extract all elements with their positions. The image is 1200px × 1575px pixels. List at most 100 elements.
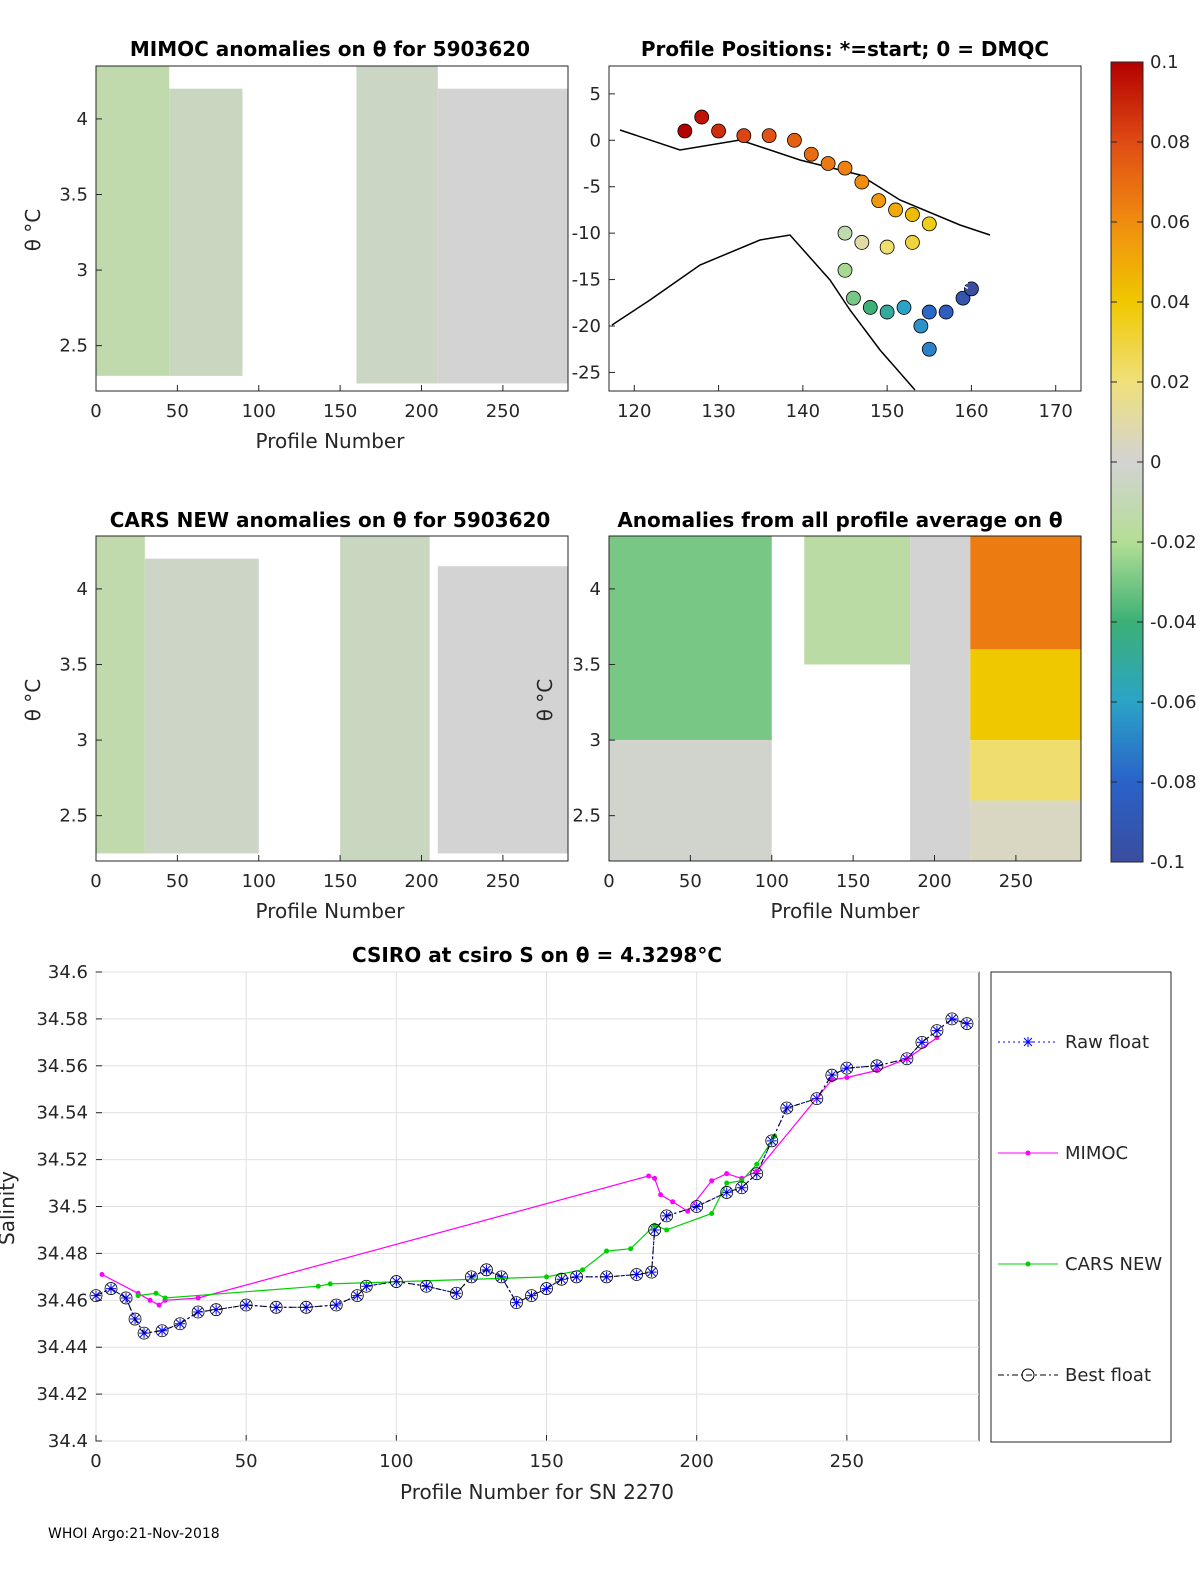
y-tick-label: 3.5 [59, 184, 88, 205]
salinity-plot: 0 50 100 150 200 250 34.4 34.42 34.44 34.46 34.48 3… [36, 962, 980, 1472]
track-point [871, 193, 887, 209]
mimoc-ylabel: θ °C [21, 209, 45, 252]
axes-frame [95, 535, 569, 862]
mimoc-xlabel: Profile Number [256, 429, 406, 453]
y-tick-label: 3 [77, 260, 88, 281]
cars-title: CARS NEW anomalies on θ for 5903620 [110, 508, 551, 532]
x-tick-label: 50 [235, 1451, 258, 1472]
series-marker [315, 1283, 321, 1289]
track-point [846, 290, 861, 306]
heatmap-cell [970, 649, 1081, 741]
best-float-marker [645, 1265, 659, 1279]
heatmap-cell [437, 88, 568, 384]
best-float-marker [540, 1282, 553, 1295]
series-marker [754, 1161, 760, 1167]
raw-float-marker [451, 1288, 462, 1299]
y-tick-label: 2.5 [572, 806, 601, 827]
track-point [837, 225, 853, 241]
y-tick-label: 3.5 [59, 654, 88, 675]
legend-marker [1025, 1261, 1031, 1267]
y-tick-label: 4 [77, 579, 88, 600]
allavg-xlabel: Profile Number [771, 899, 921, 923]
salinity-title: CSIRO at csiro S on θ = 4.3298°C [352, 943, 722, 967]
series-marker [739, 1178, 745, 1184]
best-float-marker [840, 1061, 854, 1075]
panel-allavg: Anomalies from all profile average on θ … [533, 508, 1082, 923]
track-point [905, 207, 920, 222]
panel-mimoc: MIMOC anomalies on θ for 5903620 0 50 100 1… [21, 37, 569, 453]
best-float-marker [750, 1167, 764, 1181]
track-point [921, 341, 937, 357]
x-tick-label: 200 [680, 1451, 714, 1472]
best-float-marker [690, 1200, 704, 1213]
x-tick-label: 250 [830, 1451, 864, 1472]
allavg-ylabel: θ °C [533, 679, 557, 722]
track-point [888, 202, 903, 218]
track-point [761, 128, 777, 144]
best-float-marker [525, 1289, 538, 1303]
best-float-marker [555, 1272, 568, 1286]
legend-label: Raw float [1065, 1032, 1149, 1053]
colorbar: 0.1 0.08 0.06 0.04 0.02 0 -0.02 -0.04 -0.06 -0.08… [1110, 52, 1197, 873]
series-marker [874, 1067, 880, 1073]
best-float-marker [765, 1134, 779, 1148]
x-tick-label: 170 [1039, 401, 1073, 422]
axes-frame [608, 535, 1082, 862]
colorbar-tick-label: -0.02 [1150, 532, 1197, 553]
series-marker [934, 1035, 940, 1041]
x-tick-label: 50 [679, 871, 702, 892]
heatmap-cell [970, 740, 1081, 801]
series-marker [135, 1293, 141, 1299]
x-tick-label: 150 [323, 871, 357, 892]
best-float-marker [299, 1300, 313, 1314]
series-marker [844, 1075, 850, 1081]
y-tick-label: 34.58 [36, 1009, 88, 1030]
y-tick-label: 34.52 [36, 1150, 88, 1171]
y-tick-label: 34.4 [48, 1431, 88, 1452]
series-marker [162, 1295, 168, 1301]
y-tick-label: 3 [590, 730, 601, 751]
heatmap-cell [609, 740, 772, 861]
colorbar-tick-label: 0.1 [1150, 52, 1179, 73]
y-tick-label: 5 [590, 84, 601, 105]
panel-salinity: CSIRO at csiro S on θ = 4.3298°C 0 50 100 1… [0, 943, 980, 1504]
best-float-marker [930, 1024, 944, 1038]
best-float-marker [648, 1223, 662, 1237]
allavg-plot: 0 50 100 150 200 250 2.5 3 3.5 4 [572, 535, 1082, 892]
heatmap-cell [340, 536, 430, 861]
best-float-marker [495, 1270, 508, 1284]
x-tick-label: 200 [917, 871, 951, 892]
legend-marker [1021, 1368, 1035, 1382]
best-float-marker [780, 1101, 794, 1115]
x-tick-label: 50 [166, 401, 189, 422]
y-tick-label: 2.5 [59, 336, 88, 357]
x-tick-label: 120 [617, 401, 651, 422]
legend-marker [1025, 1150, 1031, 1156]
panel-positions: Profile Positions: *=start; 0 = DMQC * 12… [572, 37, 1082, 422]
track-point [854, 235, 870, 250]
track-point [854, 174, 870, 190]
best-float-marker [735, 1181, 749, 1195]
y-tick-label: 34.42 [36, 1384, 88, 1405]
x-tick-label: 0 [603, 871, 614, 892]
y-tick-label: 34.6 [48, 962, 88, 983]
series-line [101, 1037, 938, 1306]
x-tick-label: 100 [755, 871, 789, 892]
colorbar-tick-label: 0.06 [1150, 212, 1190, 233]
best-float-marker [155, 1324, 169, 1338]
track-point [938, 304, 954, 320]
y-tick-label: 34.46 [36, 1290, 88, 1311]
legend-label: MIMOC [1065, 1143, 1128, 1164]
raw-float-marker [541, 1283, 552, 1294]
x-tick-label: 200 [404, 401, 438, 422]
track-point [879, 304, 895, 320]
best-float-marker [630, 1268, 644, 1281]
best-float-marker [137, 1326, 151, 1340]
x-tick-label: 100 [242, 401, 276, 422]
x-tick-label: 150 [323, 401, 357, 422]
best-float-marker [119, 1291, 133, 1305]
x-tick-label: 0 [90, 871, 101, 892]
y-tick-label: 0 [590, 130, 601, 151]
x-tick-label: 0 [90, 1451, 101, 1472]
